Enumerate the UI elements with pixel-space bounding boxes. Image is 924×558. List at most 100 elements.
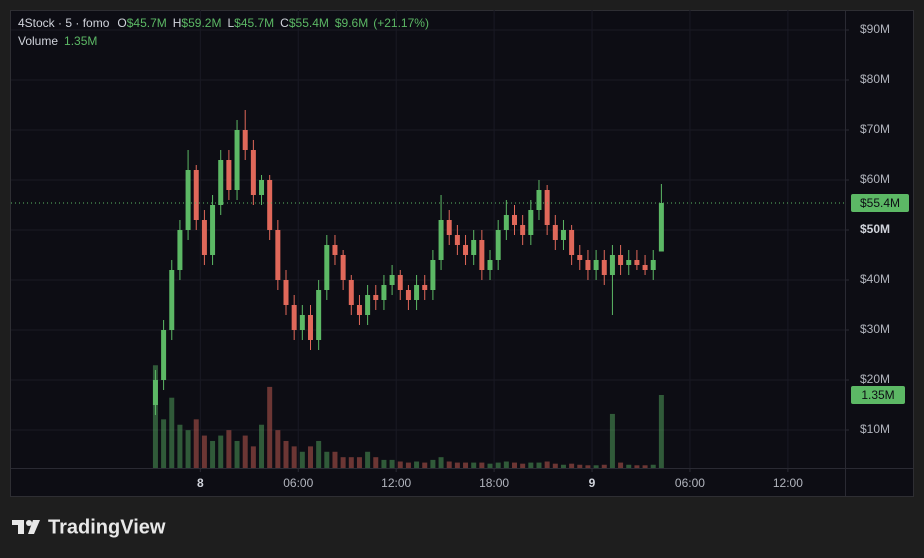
volume-bar	[642, 465, 648, 468]
candle-body	[226, 160, 232, 190]
candle-body	[560, 230, 566, 240]
volume-bar	[512, 462, 518, 468]
last-price-label: $55.4M	[860, 196, 900, 210]
candle-body	[414, 285, 420, 300]
candle-body	[609, 255, 615, 275]
volume-bar	[332, 451, 338, 468]
candle-body	[275, 230, 281, 280]
candle-body	[626, 260, 632, 265]
candle-body	[389, 275, 395, 285]
candle-body	[479, 240, 485, 270]
candles	[152, 110, 664, 415]
candle-body	[373, 295, 379, 300]
candle-body	[152, 380, 158, 405]
candle-body	[650, 260, 656, 270]
volume-bar	[348, 457, 354, 468]
logo-mark	[28, 520, 40, 534]
candle-body	[495, 230, 501, 260]
candle-body	[201, 220, 207, 255]
volume-bar	[210, 440, 216, 468]
candle-body	[487, 260, 493, 270]
volume-bar	[226, 430, 232, 468]
volume-bar	[316, 440, 322, 468]
candle-body	[348, 280, 354, 305]
volume-bar	[324, 451, 330, 468]
ohlc-key: C	[280, 16, 289, 30]
candle-body	[381, 285, 387, 300]
volume-bar	[463, 462, 469, 468]
x-tick-label: 06:00	[675, 476, 705, 490]
volume-value: 1.35M	[64, 34, 97, 48]
volume-bar	[503, 461, 509, 468]
volume-bars	[152, 365, 664, 468]
logo-mark	[12, 520, 24, 534]
candle-body	[577, 255, 583, 260]
candle-body	[365, 295, 371, 315]
candle-body	[642, 265, 648, 270]
candle-body	[528, 210, 534, 235]
candle-body	[601, 260, 607, 275]
volume-bar	[430, 459, 436, 468]
grid	[11, 10, 845, 468]
brand-logo	[12, 520, 40, 534]
volume-bar	[593, 465, 599, 468]
candle-body	[397, 275, 403, 290]
volume-bar	[259, 424, 265, 468]
candle-body	[430, 260, 436, 290]
x-tick-label: 12:00	[773, 476, 803, 490]
candle-body	[332, 245, 338, 255]
y-tick-label: $90M	[860, 22, 890, 36]
volume-bar	[569, 463, 575, 468]
candle-body	[356, 305, 362, 315]
volume-bar	[650, 464, 656, 468]
volume-bar	[250, 446, 256, 468]
ohlc-key: H	[173, 16, 182, 30]
volume-bar	[299, 451, 305, 468]
y-tick-label: $50M	[860, 222, 890, 236]
volume-bar	[193, 419, 199, 468]
candle-body	[161, 330, 167, 380]
brand-name: TradingView	[48, 516, 166, 538]
legend: 4Stock · 5 · fomo O $45.7M H $59.2M L $45.7M C $…	[18, 16, 429, 48]
volume-bar	[422, 462, 428, 468]
candle-body	[634, 260, 640, 265]
volume-bar	[365, 451, 371, 468]
volume-bar	[454, 462, 460, 468]
volume-bar	[397, 461, 403, 468]
volume-bar	[471, 462, 477, 468]
candle-body	[512, 215, 518, 225]
candle-body	[405, 290, 411, 300]
y-tick-label: $30M	[860, 322, 890, 336]
volume-bar	[307, 446, 313, 468]
candle-body	[618, 255, 624, 265]
last-volume-tag	[851, 386, 905, 405]
ohlc-value: $59.2M	[181, 16, 221, 30]
logo-mark	[26, 520, 32, 526]
volume-bar	[389, 459, 395, 468]
volume-bar	[601, 464, 607, 468]
volume-bar	[405, 462, 411, 468]
candle-body	[340, 255, 346, 280]
candle-body	[536, 190, 542, 210]
candle-body	[422, 285, 428, 290]
volume-bar	[152, 365, 158, 468]
volume-bar	[487, 463, 493, 468]
candle-body	[185, 170, 191, 230]
ohlc-key: O	[117, 16, 126, 30]
x-tick-label: 12:00	[381, 476, 411, 490]
volume-bar	[381, 459, 387, 468]
candle-body	[250, 150, 256, 195]
y-tick-label: $20M	[860, 372, 890, 386]
x-tick-label: 9	[589, 476, 596, 490]
x-tick-label: 06:00	[283, 476, 313, 490]
volume-bar	[340, 457, 346, 468]
candle-body	[234, 130, 240, 190]
volume-bar	[218, 435, 224, 468]
ohlc-value: $55.4M	[289, 16, 329, 30]
volume-bar	[585, 465, 591, 468]
candle-body	[520, 225, 526, 235]
y-tick-label: $60M	[860, 172, 890, 186]
volume-bar	[414, 461, 420, 468]
y-tick-label: $10M	[860, 422, 890, 436]
y-tick-label: $40M	[860, 272, 890, 286]
